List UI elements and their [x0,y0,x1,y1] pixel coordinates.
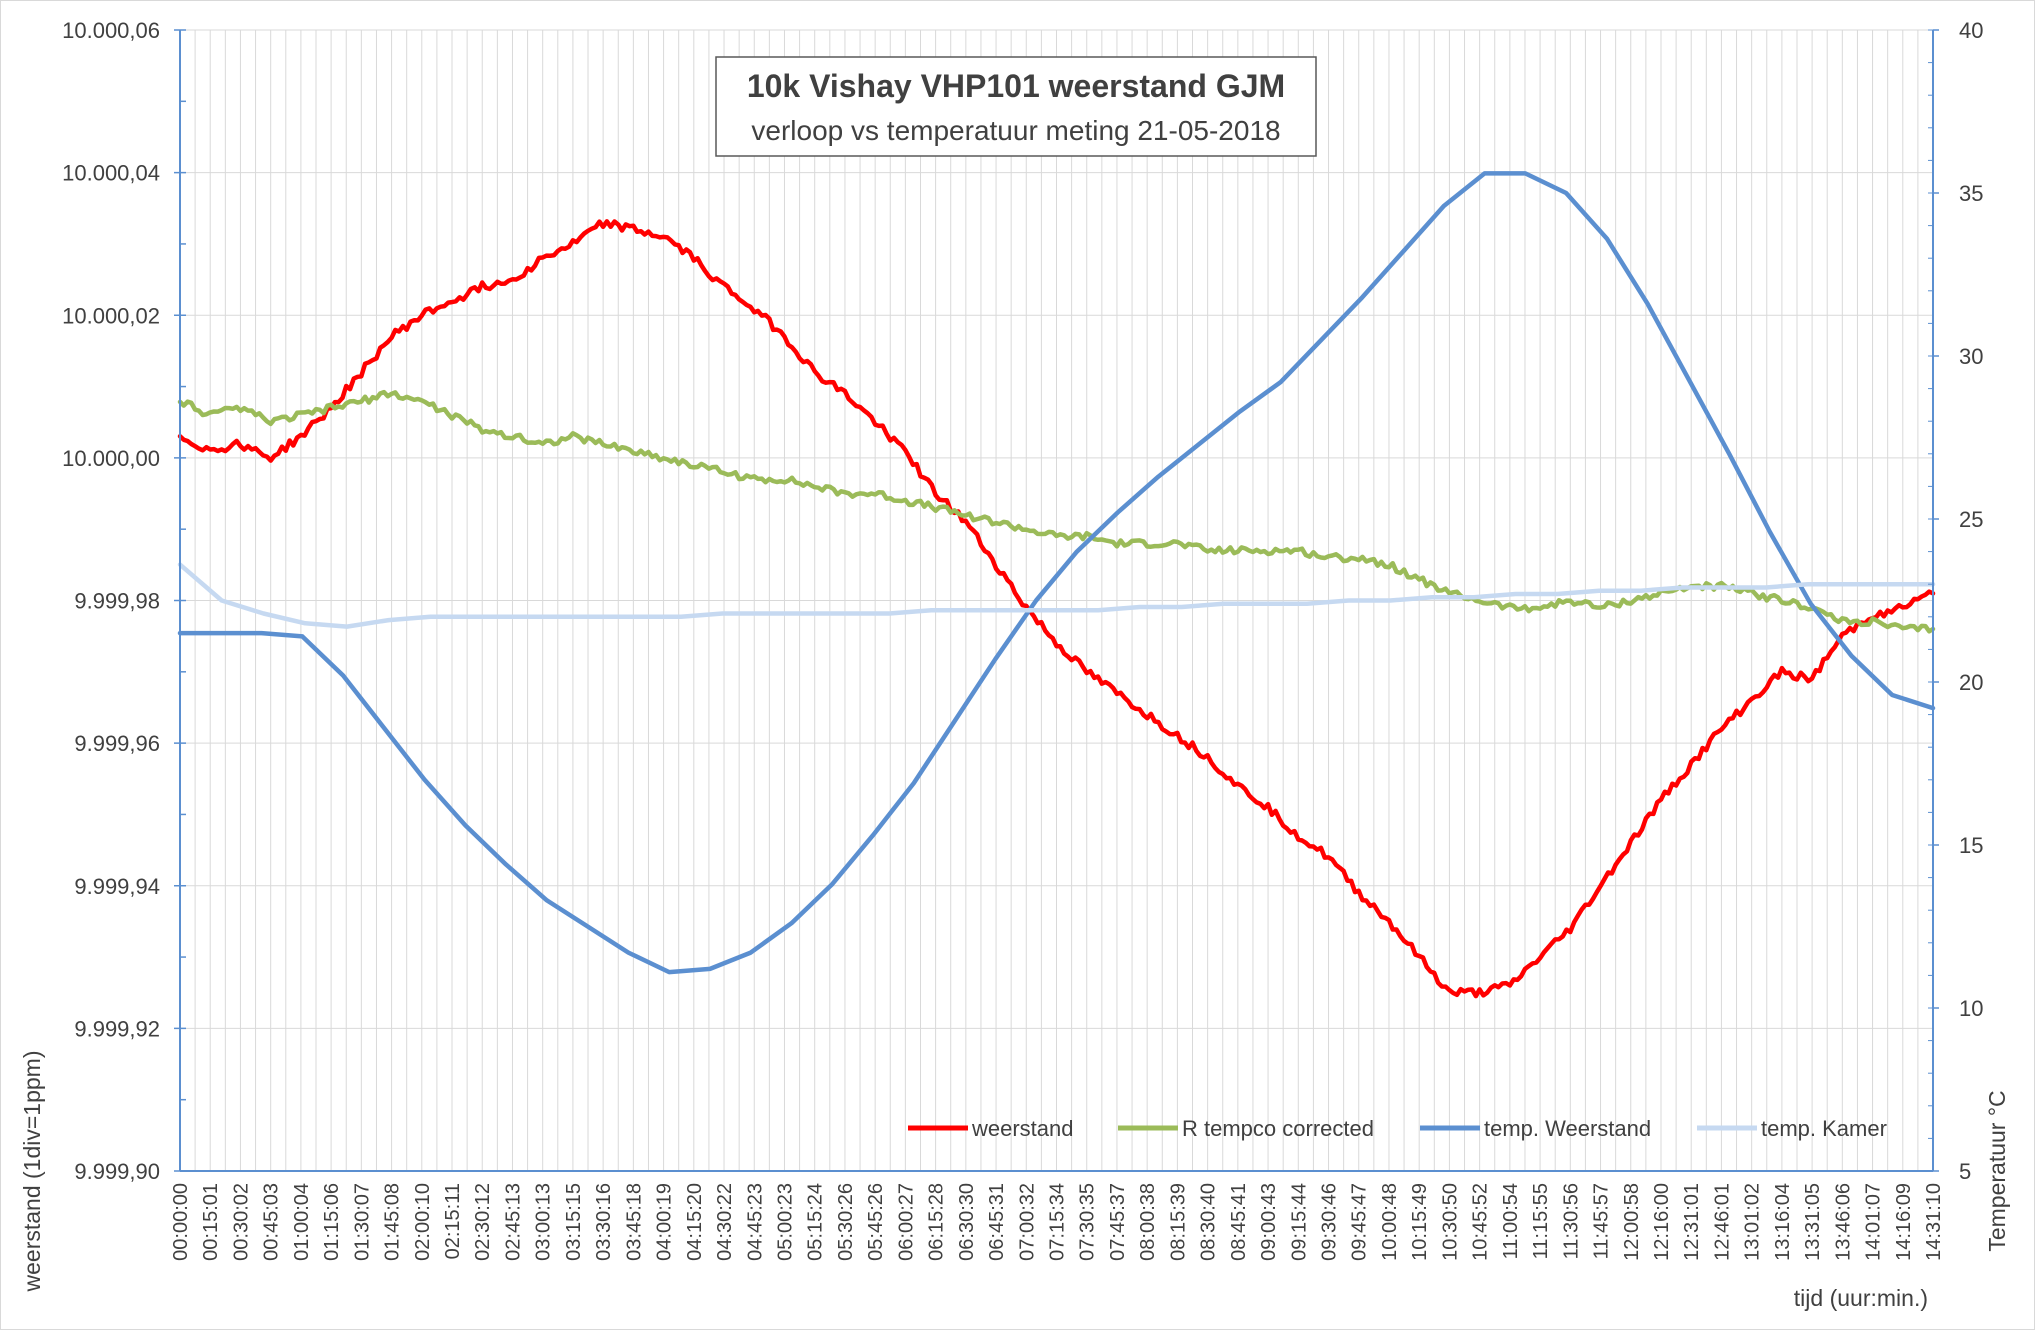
y-tick-right-label: 30 [1959,344,1983,369]
x-tick-label: 09:30:46 [1319,1183,1341,1261]
y-tick-left-label: 9.999,90 [74,1159,160,1184]
y-tick-right-label: 40 [1959,18,1983,43]
x-tick-label: 06:00:27 [895,1183,917,1261]
y-axis-right-title: Temperatuur °C [1984,1090,2010,1251]
x-tick-label: 05:15:24 [805,1183,827,1261]
x-tick-label: 07:15:34 [1047,1183,1069,1261]
x-tick-label: 08:00:38 [1137,1183,1159,1261]
x-tick-label: 04:45:23 [744,1183,766,1261]
x-tick-label: 14:16:09 [1893,1183,1915,1261]
x-tick-label: 13:16:04 [1772,1183,1794,1261]
title-box-border [715,56,1317,157]
series-line-temp-kamer [177,562,1936,629]
x-tick-label: 03:30:16 [593,1183,615,1261]
chart-subtitle: verloop vs temperatuur meting 21-05-2018 [751,115,1280,146]
y-tick-left-label: 10.000,06 [62,18,160,43]
x-tick-label: 12:16:00 [1651,1183,1673,1261]
x-tick-label: 02:15:11 [442,1183,464,1259]
y-tick-left-label: 10.000,00 [62,446,160,471]
x-tick-label: 05:45:26 [865,1183,887,1261]
legend-label: temp. Weerstand [1484,1116,1651,1141]
x-tick-label: 00:45:03 [261,1183,283,1261]
x-tick-label: 08:15:39 [1167,1183,1189,1261]
axes: 10.000,06 10.000,04 10.000,02 10.000,00 9.99… [62,18,1983,1261]
x-tick-label: 00:15:01 [200,1183,222,1261]
x-tick-label: 12:31:01 [1681,1183,1703,1261]
legend-label: R tempco corrected [1182,1116,1374,1141]
x-tick-label: 05:00:23 [774,1183,796,1261]
x-tick-label: 04:15:20 [684,1183,706,1261]
x-tick-label: 13:01:02 [1742,1183,1764,1261]
x-tick-label: 09:45:47 [1349,1183,1371,1261]
x-tick-label: 06:30:30 [956,1183,978,1261]
x-tick-label: 11:45:57 [1591,1183,1613,1259]
x-tick-label: 11:15:55 [1530,1183,1552,1259]
y-tick-right-label: 20 [1959,670,1983,695]
y-tick-left-label: 9.999,92 [74,1016,160,1041]
y-tick-right-label: 15 [1959,833,1983,858]
x-tick-label: 09:15:44 [1288,1183,1310,1261]
x-tick-label: 14:31:10 [1923,1183,1945,1261]
y-axis-left-title: weerstand (1div=1ppm) [19,1051,45,1293]
x-tick-label: 02:00:10 [412,1183,434,1261]
series-lines [177,171,1936,999]
y-tick-right-label: 5 [1959,1159,1971,1184]
x-tick-label: 08:45:41 [1228,1183,1250,1261]
y-tick-left-label: 10.000,02 [62,303,160,328]
series-line-r-tempco-corrected [177,389,1936,634]
x-tick-label: 07:45:37 [1107,1183,1129,1261]
x-tick-label: 01:00:04 [291,1183,313,1261]
x-tick-label: 02:30:12 [472,1183,494,1261]
y-tick-right-label: 35 [1959,181,1983,206]
x-tick-label: 04:30:22 [714,1183,736,1261]
y-tick-right-label: 25 [1959,507,1983,532]
y-tick-left-label: 9.999,98 [74,589,160,614]
x-tick-label: 03:00:13 [533,1183,555,1261]
y-tick-left-label: 9.999,96 [74,731,160,756]
x-tick-label: 01:45:08 [382,1183,404,1261]
series-line-temp-weerstand [177,171,1936,975]
x-tick-label: 05:30:26 [835,1183,857,1261]
x-tick-label: 02:45:13 [502,1183,524,1261]
y-tick-right-label: 10 [1959,996,1983,1021]
title-box: 10k Vishay VHP101 weerstand GJM verloop … [715,56,1317,157]
x-tick-label: 07:00:32 [1016,1183,1038,1261]
x-tick-label: 10:30:50 [1439,1183,1461,1261]
x-tick-label: 11:30:56 [1560,1183,1582,1259]
y-tick-left-label: 10.000,04 [62,161,160,186]
legend-label: weerstand [971,1116,1074,1141]
x-tick-label: 11:00:54 [1500,1183,1522,1259]
x-tick-label: 08:30:40 [1198,1183,1220,1261]
x-axis-title: tijd (uur:min.) [1794,1285,1928,1311]
x-tick-label: 12:00:58 [1621,1183,1643,1261]
x-tick-label: 06:45:31 [986,1183,1008,1261]
x-tick-label: 01:30:07 [351,1183,373,1261]
x-tick-label: 10:00:48 [1379,1183,1401,1261]
x-tick-label: 01:15:06 [321,1183,343,1261]
x-tick-label: 10:15:49 [1409,1183,1431,1261]
x-tick-label: 09:00:43 [1258,1183,1280,1261]
x-tick-label: 03:15:15 [563,1183,585,1261]
gridlines [179,29,1934,1172]
x-tick-label: 07:30:35 [1077,1183,1099,1261]
y-tick-left-label: 9.999,94 [74,874,160,899]
x-tick-label: 00:30:02 [230,1183,252,1261]
x-tick-label: 12:46:01 [1711,1183,1733,1261]
x-tick-label: 14:01:07 [1863,1183,1885,1261]
x-tick-label: 13:31:05 [1802,1183,1824,1261]
x-tick-label: 00:00:00 [170,1183,192,1261]
x-tick-label: 10:45:52 [1470,1183,1492,1261]
chart-title: 10k Vishay VHP101 weerstand GJM [747,68,1285,104]
series-line-weerstand [177,219,1936,999]
legend: weerstand R tempco corrected temp. Weersta… [908,1116,1887,1141]
legend-label: temp. Kamer [1761,1116,1887,1141]
x-tick-label: 06:15:28 [926,1183,948,1261]
x-tick-label: 04:00:19 [654,1183,676,1261]
x-tick-label: 13:46:06 [1832,1183,1854,1261]
x-tick-label: 03:45:18 [623,1183,645,1261]
